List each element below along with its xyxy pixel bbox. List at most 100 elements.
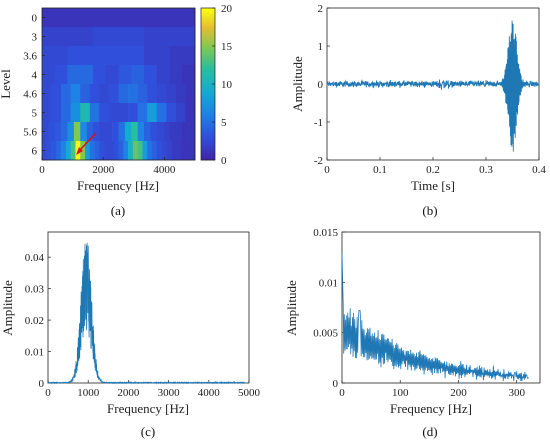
heatmap-cell [42,46,68,66]
colorbar-tick-label: 5 [221,117,227,129]
heatmap-cell [108,141,115,161]
panel-c-ytick-label: 0.02 [25,315,44,327]
heatmap-cell [169,65,183,85]
colorbar-tick-label: 0 [221,155,227,167]
heatmap-cell [123,141,129,161]
colorbar-segment [201,72,215,75]
colorbar-segment [201,105,215,109]
panel-b-ytick-label: 2 [318,3,324,15]
colorbar-segment [201,8,215,11]
colorbar-segment [201,138,215,142]
heatmap-cell [51,103,62,123]
heatmap-cell [144,122,151,142]
panel-c-label: (c) [141,424,155,439]
colorbar-segment [201,119,215,123]
colorbar-segment [201,60,215,64]
colorbar-segment [201,100,215,104]
colorbar-segment [201,86,215,90]
colorbar-segment [201,41,215,45]
colorbar-segment [201,91,215,94]
panel-b-ytick-label: 0 [318,79,324,91]
heatmap-cell [182,65,196,85]
panel-c-xtick-label: 1000 [77,387,100,399]
panel-d-ytick-label: 0 [333,378,339,390]
heatmap-cell [93,65,107,85]
heatmap-cell [108,103,119,123]
panel-b-label: (b) [422,203,437,218]
heatmap-cell [137,103,148,123]
heatmap-cell [147,103,158,123]
heatmap-cell [67,46,94,66]
colorbar-segment [201,136,215,140]
panel-c: 0 1000 2000 3000 4000 5000 0 0.01 0.02 0.03 0.04 F… [0,231,261,439]
panel-d-ytick-label: 0.015 [313,227,338,239]
heatmap-cell [70,84,81,104]
heatmap-cell [80,122,87,142]
heatmap-cell [150,122,158,142]
heatmap-cell [118,65,132,85]
heatmap-cell [99,141,105,161]
colorbar-segment [201,143,215,147]
colorbar-segment [201,36,215,40]
panel-c-ylabel: Amplitude [0,280,15,336]
panel-b-ytick-label: -2 [314,155,323,167]
heatmap-cell [190,141,196,161]
heatmap-cell [185,103,196,123]
panel-a-ytick-label: 5 [32,108,38,120]
heatmap-cell [42,27,94,47]
heatmap-cell [67,122,75,142]
heatmap-cell [188,122,196,142]
heatmap-cell [131,122,138,142]
heatmap-cell [99,122,107,142]
heatmap-cell [48,122,56,142]
panel-a: 0 2000 4000 0 3 3.6 4 4.6 5 5.6 6 0 5 10 15 20 Frequen… [0,3,233,218]
heatmap-cell [180,141,186,161]
heatmap-cell [67,65,81,85]
heatmap-cell [156,65,170,85]
panel-d-label: (d) [422,424,437,439]
heatmap-cell [163,122,170,142]
heatmap-cell [118,46,145,66]
heatmap-cell [151,141,158,161]
panel-c-series-line [47,242,246,385]
panel-a-ytick-label: 5.6 [23,127,37,139]
heatmap-cell [175,84,186,104]
heatmap-cell [166,103,177,123]
heatmap-cell [94,141,100,161]
heatmap-cell [169,122,177,142]
panel-c-ytick-label: 0.03 [25,284,45,296]
heatmap-cell [80,141,86,161]
colorbar-segment [201,48,215,52]
colorbar-segment [201,69,215,73]
heatmap-cell [147,84,158,104]
heatmap-cell [42,122,49,142]
colorbar-segment [201,122,215,125]
heatmap-cell [118,84,129,104]
heatmap-cell [175,141,181,161]
colorbar-segment [201,150,215,154]
panel-c-xtick-label: 2000 [117,387,140,399]
panel-d-xtick-label: 0 [339,387,345,399]
heatmap-cell [61,84,71,104]
heatmap-cell [54,65,68,85]
heatmap-cell [80,103,91,123]
panel-b-xtick-label: 0.4 [532,164,546,176]
heatmap-cell [70,103,81,123]
colorbar-segment [201,57,215,61]
heatmap-cells [42,8,196,161]
colorbar-tick-label: 20 [221,3,233,15]
heatmap-cell [144,27,196,47]
heatmap-cell [73,122,81,142]
heatmap-cell [65,141,71,161]
heatmap-cell [156,141,162,161]
colorbar-segment [201,65,215,68]
panel-d-xtick-label: 300 [508,387,525,399]
panel-d-series-line [341,252,529,382]
heatmap-cell [124,122,132,142]
heatmap-cell [105,122,113,142]
panel-b-ytick-label: -1 [314,117,323,129]
heatmap-cell [118,122,126,142]
heatmap-cell [156,84,167,104]
